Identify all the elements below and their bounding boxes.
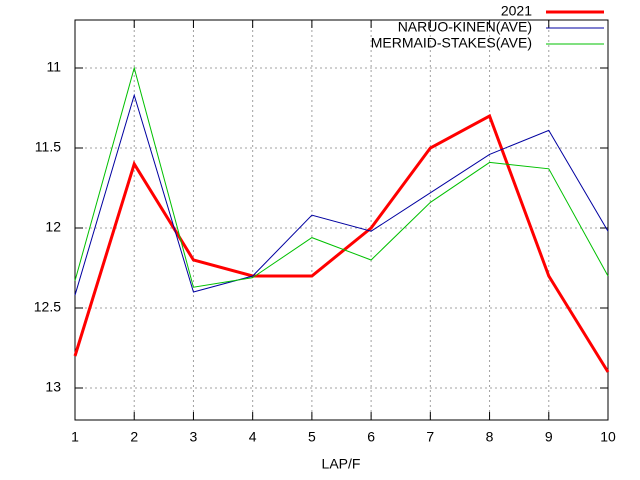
series-line — [73, 113, 610, 373]
x-tick-label: 10 — [600, 429, 616, 445]
x-tick-label: 2 — [130, 429, 138, 445]
legend-label: MERMAID-STAKES(AVE) — [371, 35, 532, 51]
x-tick-label: 9 — [545, 429, 553, 445]
legend-label: 2021 — [501, 3, 532, 19]
y-tick-label: 13 — [45, 379, 61, 395]
legend-label: NARUO-KINEN(AVE) — [398, 19, 532, 35]
y-tick-label: 12 — [45, 219, 61, 235]
x-tick-label: 5 — [308, 429, 316, 445]
y-tick-label: 11.5 — [35, 139, 61, 155]
x-axis-label: LAP/F — [322, 456, 361, 472]
series-line — [74, 66, 609, 288]
x-tick-label: 4 — [249, 429, 257, 445]
plot-frame — [74, 19, 609, 421]
series-line — [74, 93, 609, 296]
y-tick-label: 11 — [46, 59, 61, 75]
x-tick-label: 8 — [486, 429, 494, 445]
x-tick-label: 7 — [426, 429, 434, 445]
x-tick-label: 6 — [367, 429, 375, 445]
y-tick-label: 12.5 — [34, 299, 61, 315]
x-tick-label: 1 — [71, 429, 79, 445]
x-tick-label: 3 — [190, 429, 198, 445]
